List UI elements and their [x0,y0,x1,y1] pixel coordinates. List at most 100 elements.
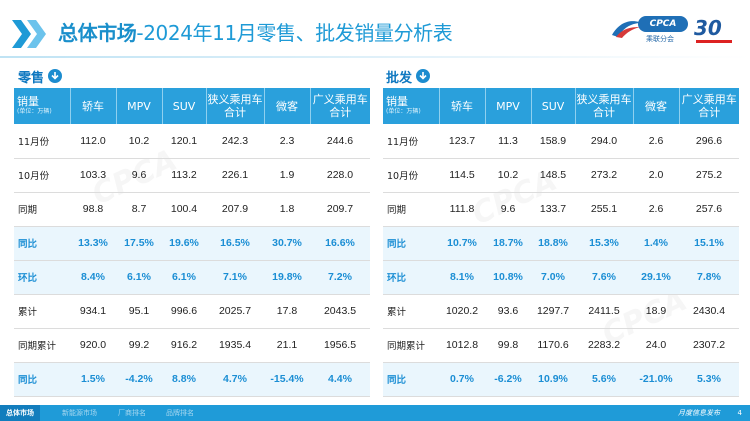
table-row: 环比 8.4% 6.1% 6.1% 7.1% 19.8% 7.2% [14,260,370,295]
page-title: 总体市场-2024年11月零售、批发销量分析表 [58,21,453,45]
row-label: 11月份 [14,124,70,159]
table-cell: 934.1 [70,294,116,329]
table-cell: 209.7 [310,192,370,227]
footer-tab-maker-rank[interactable]: 厂商排名 [118,409,146,417]
table-cell: 1.5% [70,362,116,397]
table-cell: 2.6 [633,192,679,227]
table-cell: 18.8% [531,226,575,261]
chevron-right-icon [12,20,46,48]
table-cell: 17.8 [264,294,310,329]
table-cell: 2283.2 [575,328,633,363]
page-number: 4 [737,409,742,417]
table-cell: 7.0% [531,260,575,295]
row-label: 同比 [383,362,439,397]
table-row: 11月份 123.7 11.3 158.9 294.0 2.6 296.6 [383,124,739,159]
table-cell: 30.7% [264,226,310,261]
table-cell: 17.5% [116,226,162,261]
table-cell: 8.1% [439,260,485,295]
table-cell: 1020.2 [439,294,485,329]
table-cell: 2025.7 [206,294,264,329]
table-cell: 133.7 [531,192,575,227]
table-cell: 10.7% [439,226,485,261]
table-cell: 113.2 [162,158,206,193]
table-cell: 1.8 [264,192,310,227]
column-header: MPV [116,88,163,124]
table-row: 10月份 114.5 10.2 148.5 273.2 2.0 275.2 [383,158,739,193]
table-row: 11月份 112.0 10.2 120.1 242.3 2.3 244.6 [14,124,370,159]
table-cell: 296.6 [679,124,739,159]
table-cell: 294.0 [575,124,633,159]
table-cell: 10.2 [116,124,162,159]
footer-tab-brand-rank[interactable]: 品牌排名 [166,409,194,417]
table-cell: 10.9% [531,362,575,397]
column-header: 狭义乘用车合计 [206,88,265,124]
swoosh-icon [612,21,642,38]
wholesale-section-label: 批发 [386,66,431,86]
table-row: 同比 10.7% 18.7% 18.8% 15.3% 1.4% 15.1% [383,226,739,261]
column-header: 广义乘用车合计 [310,88,370,124]
table-row: 累计 934.1 95.1 996.6 2025.7 17.8 2043.5 [14,294,370,329]
table-cell: 1170.6 [531,328,575,363]
footer-tab-nev[interactable]: 新能源市场 [62,409,97,417]
column-header: SUV [162,88,207,124]
anniversary-underline [696,40,732,43]
table-cell: 207.9 [206,192,264,227]
table-corner-cell: 销量 (单位：万辆) [14,88,71,124]
table-cell: 226.1 [206,158,264,193]
table-cell: -21.0% [633,362,679,397]
table-cell: 257.6 [679,192,739,227]
table-cell: 95.1 [116,294,162,329]
cpca-logo: CPCA 乘联分会 30 [610,14,736,50]
table-cell: 2.3 [264,124,310,159]
table-cell: 2411.5 [575,294,633,329]
table-cell: -4.2% [116,362,162,397]
table-cell: -6.2% [485,362,531,397]
footer-tab-overall[interactable]: 总体市场 [0,405,40,421]
table-cell: 2.0 [633,158,679,193]
column-header: 广义乘用车合计 [679,88,739,124]
table-cell: 2430.4 [679,294,739,329]
cpca-badge: CPCA [638,16,688,32]
table-cell: 123.7 [439,124,485,159]
row-label: 累计 [383,294,439,329]
table-cell: 112.0 [70,124,116,159]
slide-header: 总体市场-2024年11月零售、批发销量分析表 CPCA 乘联分会 30 [0,0,750,58]
table-cell: 242.3 [206,124,264,159]
table-cell: 16.6% [310,226,370,261]
footer-caption: 月度信息发布 [678,409,720,417]
table-cell: 1956.5 [310,328,370,363]
header-divider [0,56,750,58]
table-cell: 99.8 [485,328,531,363]
table-cell: 120.1 [162,124,206,159]
column-header: 微客 [264,88,311,124]
row-label: 11月份 [383,124,439,159]
table-cell: 158.9 [531,124,575,159]
table-cell: 273.2 [575,158,633,193]
wholesale-table: 销量 (单位：万辆) 轿车 MPV SUV 狭义乘用车合计 微客 广义乘用车合计 … [383,88,739,397]
table-cell: 99.2 [116,328,162,363]
table-cell: 29.1% [633,260,679,295]
table-cell: 1297.7 [531,294,575,329]
column-header: 轿车 [70,88,117,124]
row-label: 同比 [14,226,70,261]
row-label: 环比 [14,260,70,295]
column-header: 轿车 [439,88,486,124]
table-cell: 103.3 [70,158,116,193]
row-label: 同期 [383,192,439,227]
row-label: 同期累计 [383,328,439,363]
table-corner-cell: 销量 (单位：万辆) [383,88,440,124]
row-label: 累计 [14,294,70,329]
table-cell: 98.8 [70,192,116,227]
table-cell: 24.0 [633,328,679,363]
table-cell: 5.3% [679,362,739,397]
table-row: 同期 111.8 9.6 133.7 255.1 2.6 257.6 [383,192,739,227]
table-cell: 255.1 [575,192,633,227]
table-cell: 7.2% [310,260,370,295]
table-header-row: 销量 (单位：万辆) 轿车 MPV SUV 狭义乘用车合计 微客 广义乘用车合计 [14,88,370,124]
table-cell: 1935.4 [206,328,264,363]
table-cell: -15.4% [264,362,310,397]
retail-section-label: 零售 [18,66,63,86]
table-cell: 2307.2 [679,328,739,363]
arrow-down-circle-icon [48,69,63,83]
row-label: 环比 [383,260,439,295]
